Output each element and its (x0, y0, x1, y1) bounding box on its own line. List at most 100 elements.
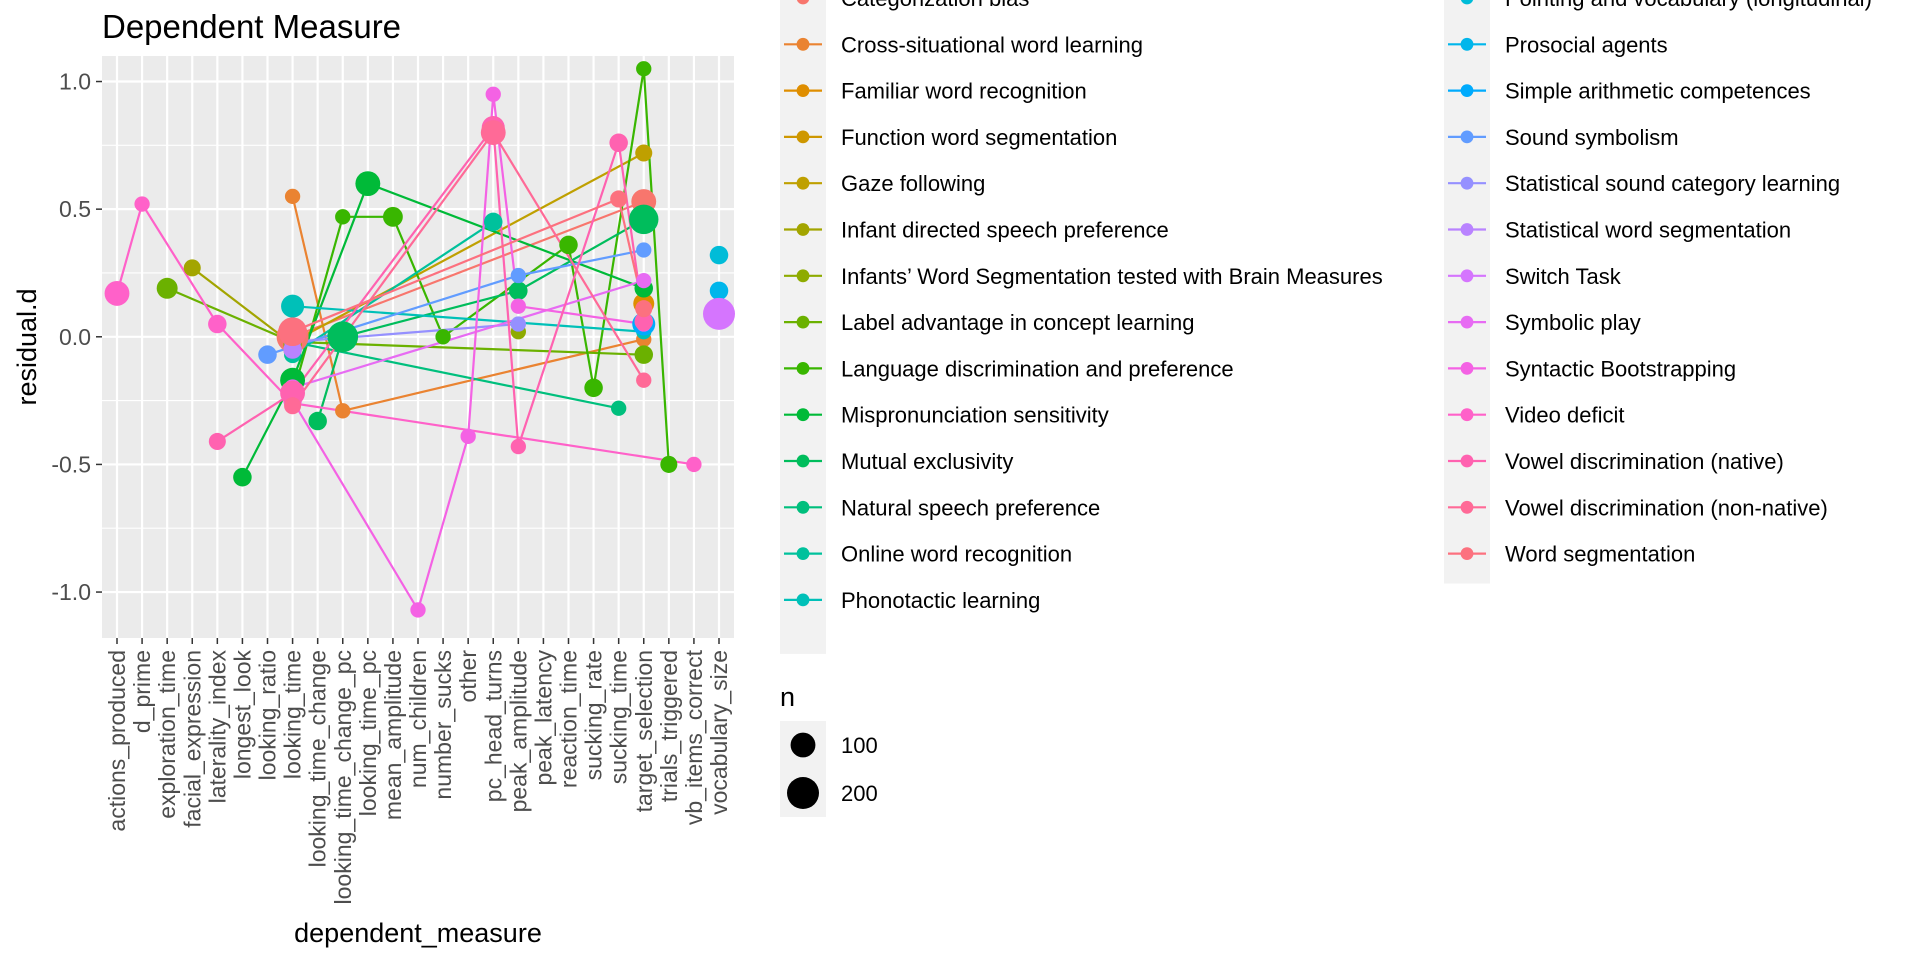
data-point-vowel-discrimination-native (634, 312, 654, 331)
data-point-syntactic-bootstrapping (485, 86, 501, 102)
series-points (104, 61, 735, 618)
legend-item-word-segmentation: Word segmentation (1448, 542, 1695, 567)
size-legend-point (790, 732, 816, 758)
legend-item-video-deficit: Video deficit (1448, 403, 1624, 428)
legend-label: Language discrimination and preference (841, 356, 1234, 381)
legend-key-point (1460, 269, 1474, 283)
data-point-syntactic-bootstrapping (410, 602, 426, 618)
data-point-word-segmentation (635, 300, 653, 318)
x-tick-label: num_children (405, 650, 431, 788)
legend-item-cross-situational-word-learning: Cross-situational word learning (784, 32, 1143, 57)
legend-item-symbolic-play: Symbolic play (1448, 310, 1641, 335)
data-point-syntactic-bootstrapping (510, 298, 526, 314)
legend-key-point (1460, 0, 1474, 5)
legend-key-point (796, 454, 810, 468)
data-point-vowel-discrimination-native (208, 432, 226, 450)
data-point-natural-speech-preference (611, 400, 627, 416)
data-point-symbolic-play (636, 272, 652, 289)
y-tick-label: -1.0 (51, 579, 91, 605)
legend-item-mispronunciation-sensitivity: Mispronunciation sensitivity (784, 403, 1109, 428)
y-tick-label: 1.0 (59, 69, 91, 95)
data-point-vowel-discrimination-non-native (284, 397, 302, 415)
legend-item-phonotactic-learning: Phonotactic learning (784, 588, 1040, 613)
legend-label: Prosocial agents (1505, 32, 1668, 57)
legend-label: Gaze following (841, 171, 985, 196)
legend-item-online-word-recognition: Online word recognition (784, 542, 1072, 567)
x-tick-label: sucking_rate (581, 650, 607, 780)
legend-label: Symbolic play (1505, 310, 1641, 335)
legend-label: Infant directed speech preference (841, 218, 1169, 243)
legend-label: Video deficit (1505, 403, 1624, 428)
data-point-sound-symbolism (636, 242, 652, 258)
chart-title: Dependent Measure (102, 8, 401, 45)
legend-label: Cross-situational word learning (841, 32, 1143, 57)
legend-key-point (796, 130, 810, 144)
data-point-prosocial-agents (709, 281, 729, 301)
legend-item-familiar-word-recognition: Familiar word recognition (784, 79, 1087, 104)
data-point-video-deficit (104, 280, 130, 306)
series-line-infant-directed-speech-preference (191, 267, 294, 346)
legend-item-syntactic-bootstrapping: Syntactic Bootstrapping (1448, 356, 1736, 381)
legend-item-pointing-and-vocabulary-longitudinal: Pointing and vocabulary (longitudinal) (1460, 0, 1872, 11)
legend-label: Word segmentation (1505, 542, 1695, 567)
legend-item-statistical-word-segmentation: Statistical word segmentation (1448, 218, 1791, 243)
data-point-vowel-discrimination-native (609, 133, 628, 153)
size-legend-title: n (780, 682, 795, 712)
legend-size: n 100 200 (780, 682, 878, 817)
legend-item-mutual-exclusivity: Mutual exclusivity (784, 449, 1013, 474)
legend-key-point (796, 315, 810, 329)
data-point-vowel-discrimination-non-native (480, 120, 506, 146)
legend-colour: Categorization bias Cross-situational wor… (780, 0, 1872, 654)
x-tick-label: longest_look (229, 650, 255, 780)
size-legend-label: 100 (841, 733, 878, 758)
legend-key-point (1460, 362, 1474, 375)
data-point-label-advantage-in-concept-learning (156, 277, 178, 299)
x-axis: actions_produced d_prime exploration_time f… (104, 638, 732, 904)
size-legend-label: 200 (841, 781, 878, 806)
legend-key-point (1460, 223, 1474, 236)
legend-key-point (1460, 84, 1474, 97)
legend-label: Statistical word segmentation (1505, 218, 1791, 243)
data-point-mutual-exclusivity (327, 321, 359, 353)
x-tick-label: number_sucks (430, 650, 456, 800)
legend-label: Function word segmentation (841, 125, 1117, 150)
data-point-language-discrimination-and-preference (435, 329, 451, 345)
legend-item-infants-word-segmentation-tested-with-brain-measures: Infants’ Word Segmentation tested with B… (784, 264, 1383, 289)
data-point-word-segmentation (610, 190, 628, 208)
data-point-gaze-following (635, 144, 653, 162)
data-point-phonotactic-learning (281, 294, 305, 318)
series-line-online-word-recognition (291, 220, 494, 356)
legend-item-prosocial-agents: Prosocial agents (1448, 32, 1668, 57)
x-tick-label: looking_time_pc (355, 650, 381, 816)
legend-key-point (796, 223, 810, 236)
data-point-infant-directed-speech-preference (183, 259, 201, 277)
legend-label: Simple arithmetic competences (1505, 79, 1811, 104)
x-tick-label: target_selection (631, 650, 657, 812)
x-tick-label: reaction_time (556, 650, 582, 788)
x-tick-label: looking_time_change (305, 650, 331, 867)
legend-key-point (1460, 408, 1474, 422)
legend-key-point (796, 593, 810, 607)
legend-key-point (1460, 37, 1474, 51)
legend-label: Label advantage in concept learning (841, 310, 1195, 335)
data-point-online-word-recognition (483, 212, 503, 232)
x-tick-label: looking_ratio (255, 650, 281, 780)
data-point-mutual-exclusivity (308, 411, 327, 431)
legend-item-vowel-discrimination-non-native: Vowel discrimination (non-native) (1448, 495, 1828, 520)
series-line-symbolic-play (292, 279, 645, 389)
data-point-video-deficit (686, 456, 702, 473)
data-point-cross-situational-word-learning (335, 403, 351, 419)
data-point-vowel-discrimination-non-native (636, 372, 652, 388)
x-axis-title: dependent_measure (294, 918, 542, 948)
x-tick-label: peak_amplitude (505, 650, 531, 812)
legend-item-switch-task: Switch Task (1448, 264, 1622, 289)
legend-label: Vowel discrimination (native) (1505, 449, 1784, 474)
legend-key-point (796, 547, 810, 560)
legend-label: Switch Task (1505, 264, 1622, 289)
series-lines (115, 68, 695, 613)
data-point-mispronunciation-sensitivity (233, 467, 252, 487)
data-point-sound-symbolism (510, 267, 526, 284)
x-tick-label: looking_time (280, 650, 306, 779)
legend-label: Infants’ Word Segmentation tested with B… (841, 264, 1383, 289)
legend-label: Syntactic Bootstrapping (1505, 356, 1736, 381)
